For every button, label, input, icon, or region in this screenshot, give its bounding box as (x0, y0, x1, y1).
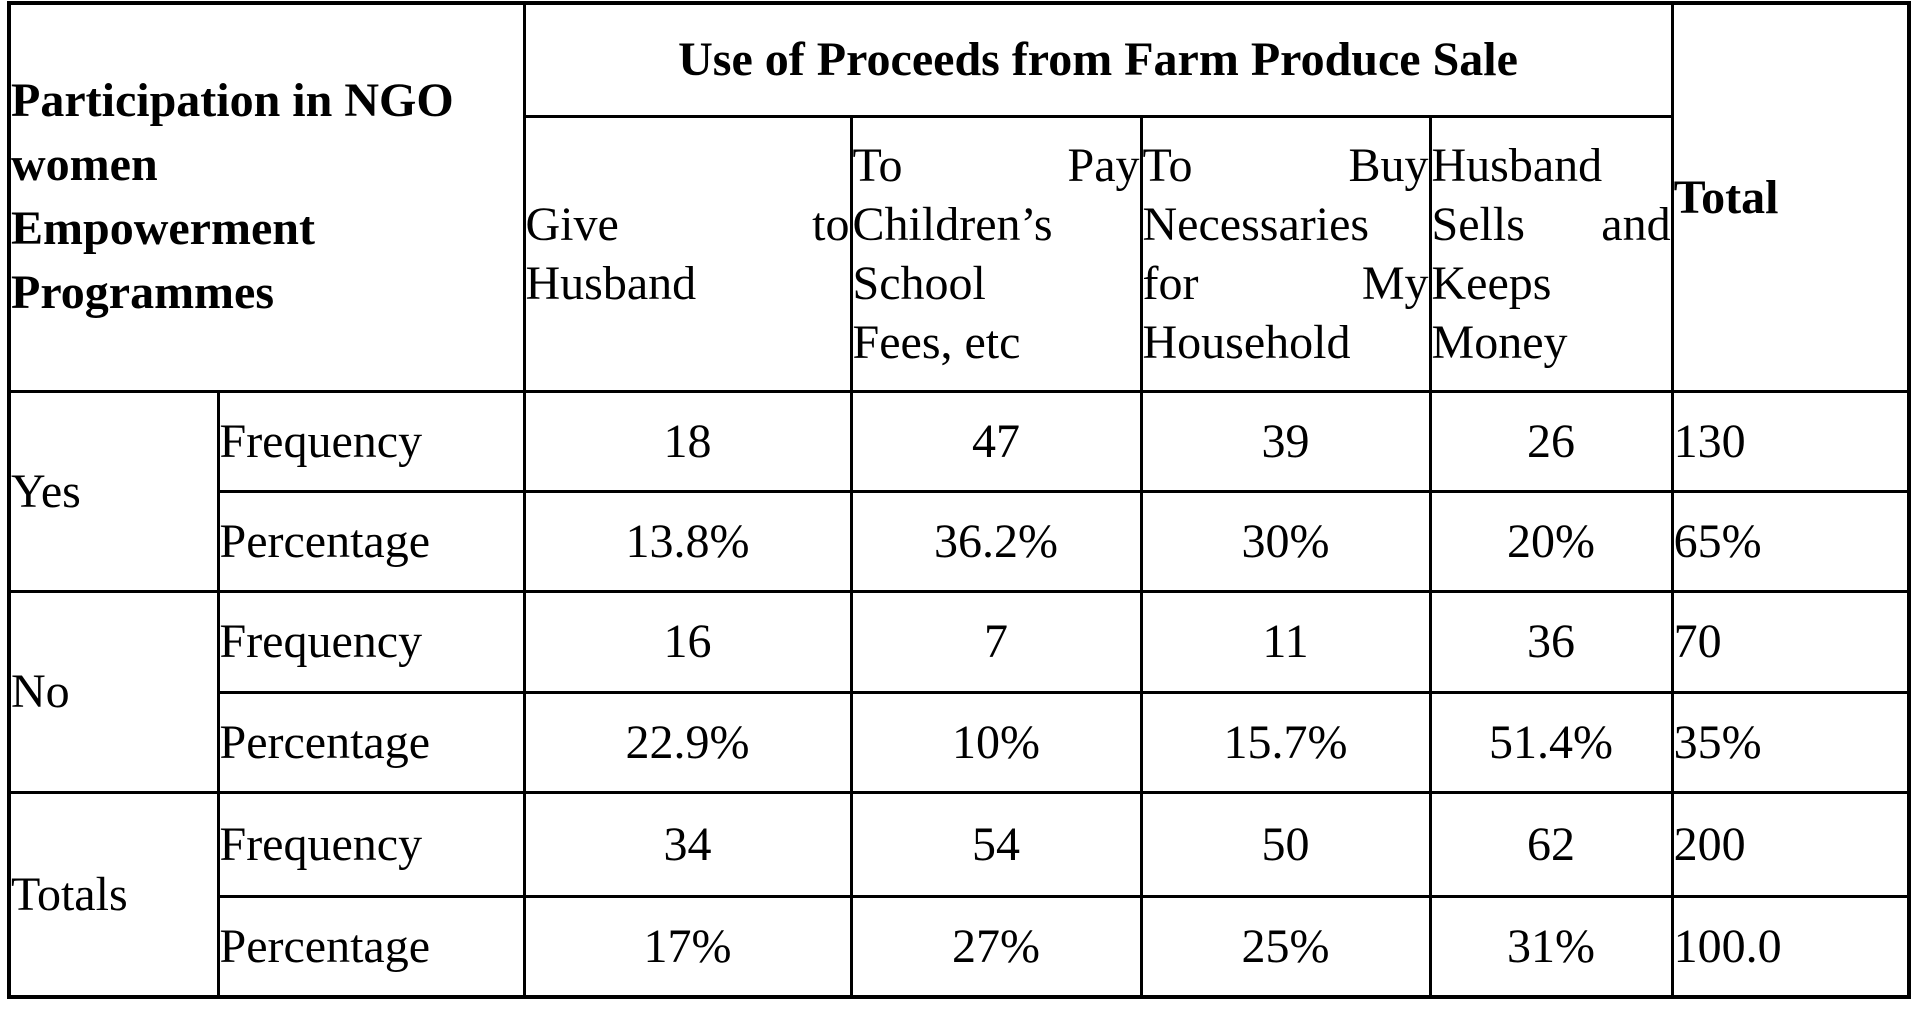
table-row-totals-frequency: Totals Frequency 34 54 50 62 200 (7, 790, 1911, 999)
value-cell: 36.2% (849, 489, 1143, 593)
col-header-line: Sells and (1431, 197, 1671, 251)
value-cell: 39 (1139, 389, 1432, 493)
col-header-line: Money (1431, 315, 1568, 369)
col-header-husband-sells-keeps: Husband Sells and Keeps Money (1428, 114, 1674, 393)
col-header-line: Husband (1431, 138, 1603, 192)
value-cell: 22.9% (522, 690, 853, 794)
table-row-no-frequency: No Frequency 16 7 11 36 70 (7, 589, 1911, 794)
col-header-line: Give to (525, 197, 850, 251)
table-row-yes-frequency: Yes Frequency 18 47 39 26 130 (7, 389, 1911, 593)
value-cell: 30% (1139, 489, 1432, 593)
metric-label: Frequency (216, 589, 526, 694)
value-cell: 26 (1428, 389, 1674, 493)
header-row-2: Give to Husband To Pay Children’s School… (9, 114, 1909, 393)
metric-label: Frequency (216, 389, 526, 493)
proceeds-group-header-cell: Use of Proceeds from Farm Produce Sale (522, 1, 1674, 118)
total-value-cell: 200 (1670, 790, 1911, 898)
col-header-line: Children’s (852, 197, 1053, 251)
value-cell: 17% (522, 894, 853, 999)
corner-header-cell: Participation in NGO women Empowerment P… (7, 1, 526, 393)
value-cell: 50 (1139, 790, 1432, 898)
corner-header-line-2: women (11, 138, 158, 192)
value-cell: 7 (849, 589, 1143, 694)
col-header-give-to-husband: Give to Husband (522, 114, 853, 393)
value-cell: 27% (849, 894, 1143, 999)
value-cell: 62 (1428, 790, 1674, 898)
row-label-yes: Yes (7, 389, 220, 593)
col-header-line: for My (1142, 256, 1429, 310)
value-cell: 13.8% (522, 489, 853, 593)
value-cell: 47 (849, 389, 1143, 493)
value-cell: 15.7% (1139, 690, 1432, 794)
value-cell: 36 (1428, 589, 1674, 694)
col-header-line: Keeps (1431, 256, 1552, 310)
total-header-cell: Total (1670, 1, 1911, 393)
col-header-line: School (852, 256, 986, 310)
metric-label: Frequency (216, 790, 526, 898)
total-value-cell: 100.0 (1670, 894, 1911, 999)
value-cell: 16 (522, 589, 853, 694)
value-cell: 11 (1139, 589, 1432, 694)
corner-header-line-4: Programmes (11, 266, 275, 320)
value-cell: 34 (522, 790, 853, 898)
value-cell: 20% (1428, 489, 1674, 593)
corner-header-line-3: Empowerment (11, 202, 315, 256)
col-header-line: Husband (525, 256, 697, 310)
value-cell: 18 (522, 389, 853, 493)
col-header-line: Household (1142, 315, 1351, 369)
value-cell: 54 (849, 790, 1143, 898)
crosstab-table: Participation in NGO women Empowerment P… (7, 1, 1912, 999)
col-header-line: To Pay (852, 138, 1140, 192)
header-row-1: Participation in NGO women Empowerment P… (7, 1, 1911, 393)
total-value-cell: 130 (1670, 389, 1911, 493)
row-label-totals: Totals (7, 790, 220, 999)
corner-header-line-1: Participation in NGO (11, 74, 454, 128)
metric-label: Percentage (216, 894, 526, 999)
col-header-line: To Buy (1142, 138, 1429, 192)
total-value-cell: 70 (1670, 589, 1911, 694)
value-cell: 31% (1428, 894, 1674, 999)
table-row-no-percentage: Percentage 22.9% 10% 15.7% 51.4% 35% (9, 690, 1911, 794)
col-header-buy-necessaries: To Buy Necessaries for My Household (1139, 114, 1432, 393)
table-row-yes-percentage: Percentage 13.8% 36.2% 30% 20% 65% (9, 489, 1911, 593)
col-header-line: Fees, etc (852, 315, 1021, 369)
metric-label: Percentage (216, 489, 526, 593)
row-label-no: No (7, 589, 220, 794)
metric-label: Percentage (216, 690, 526, 794)
total-value-cell: 35% (1670, 690, 1911, 794)
col-header-line: Necessaries (1142, 197, 1370, 251)
value-cell: 25% (1139, 894, 1432, 999)
total-value-cell: 65% (1670, 489, 1911, 593)
value-cell: 51.4% (1428, 690, 1674, 794)
value-cell: 10% (849, 690, 1143, 794)
table-row-totals-percentage: Percentage 17% 27% 25% 31% 100.0 (9, 894, 1911, 999)
col-header-children-school-fees: To Pay Children’s School Fees, etc (849, 114, 1143, 393)
